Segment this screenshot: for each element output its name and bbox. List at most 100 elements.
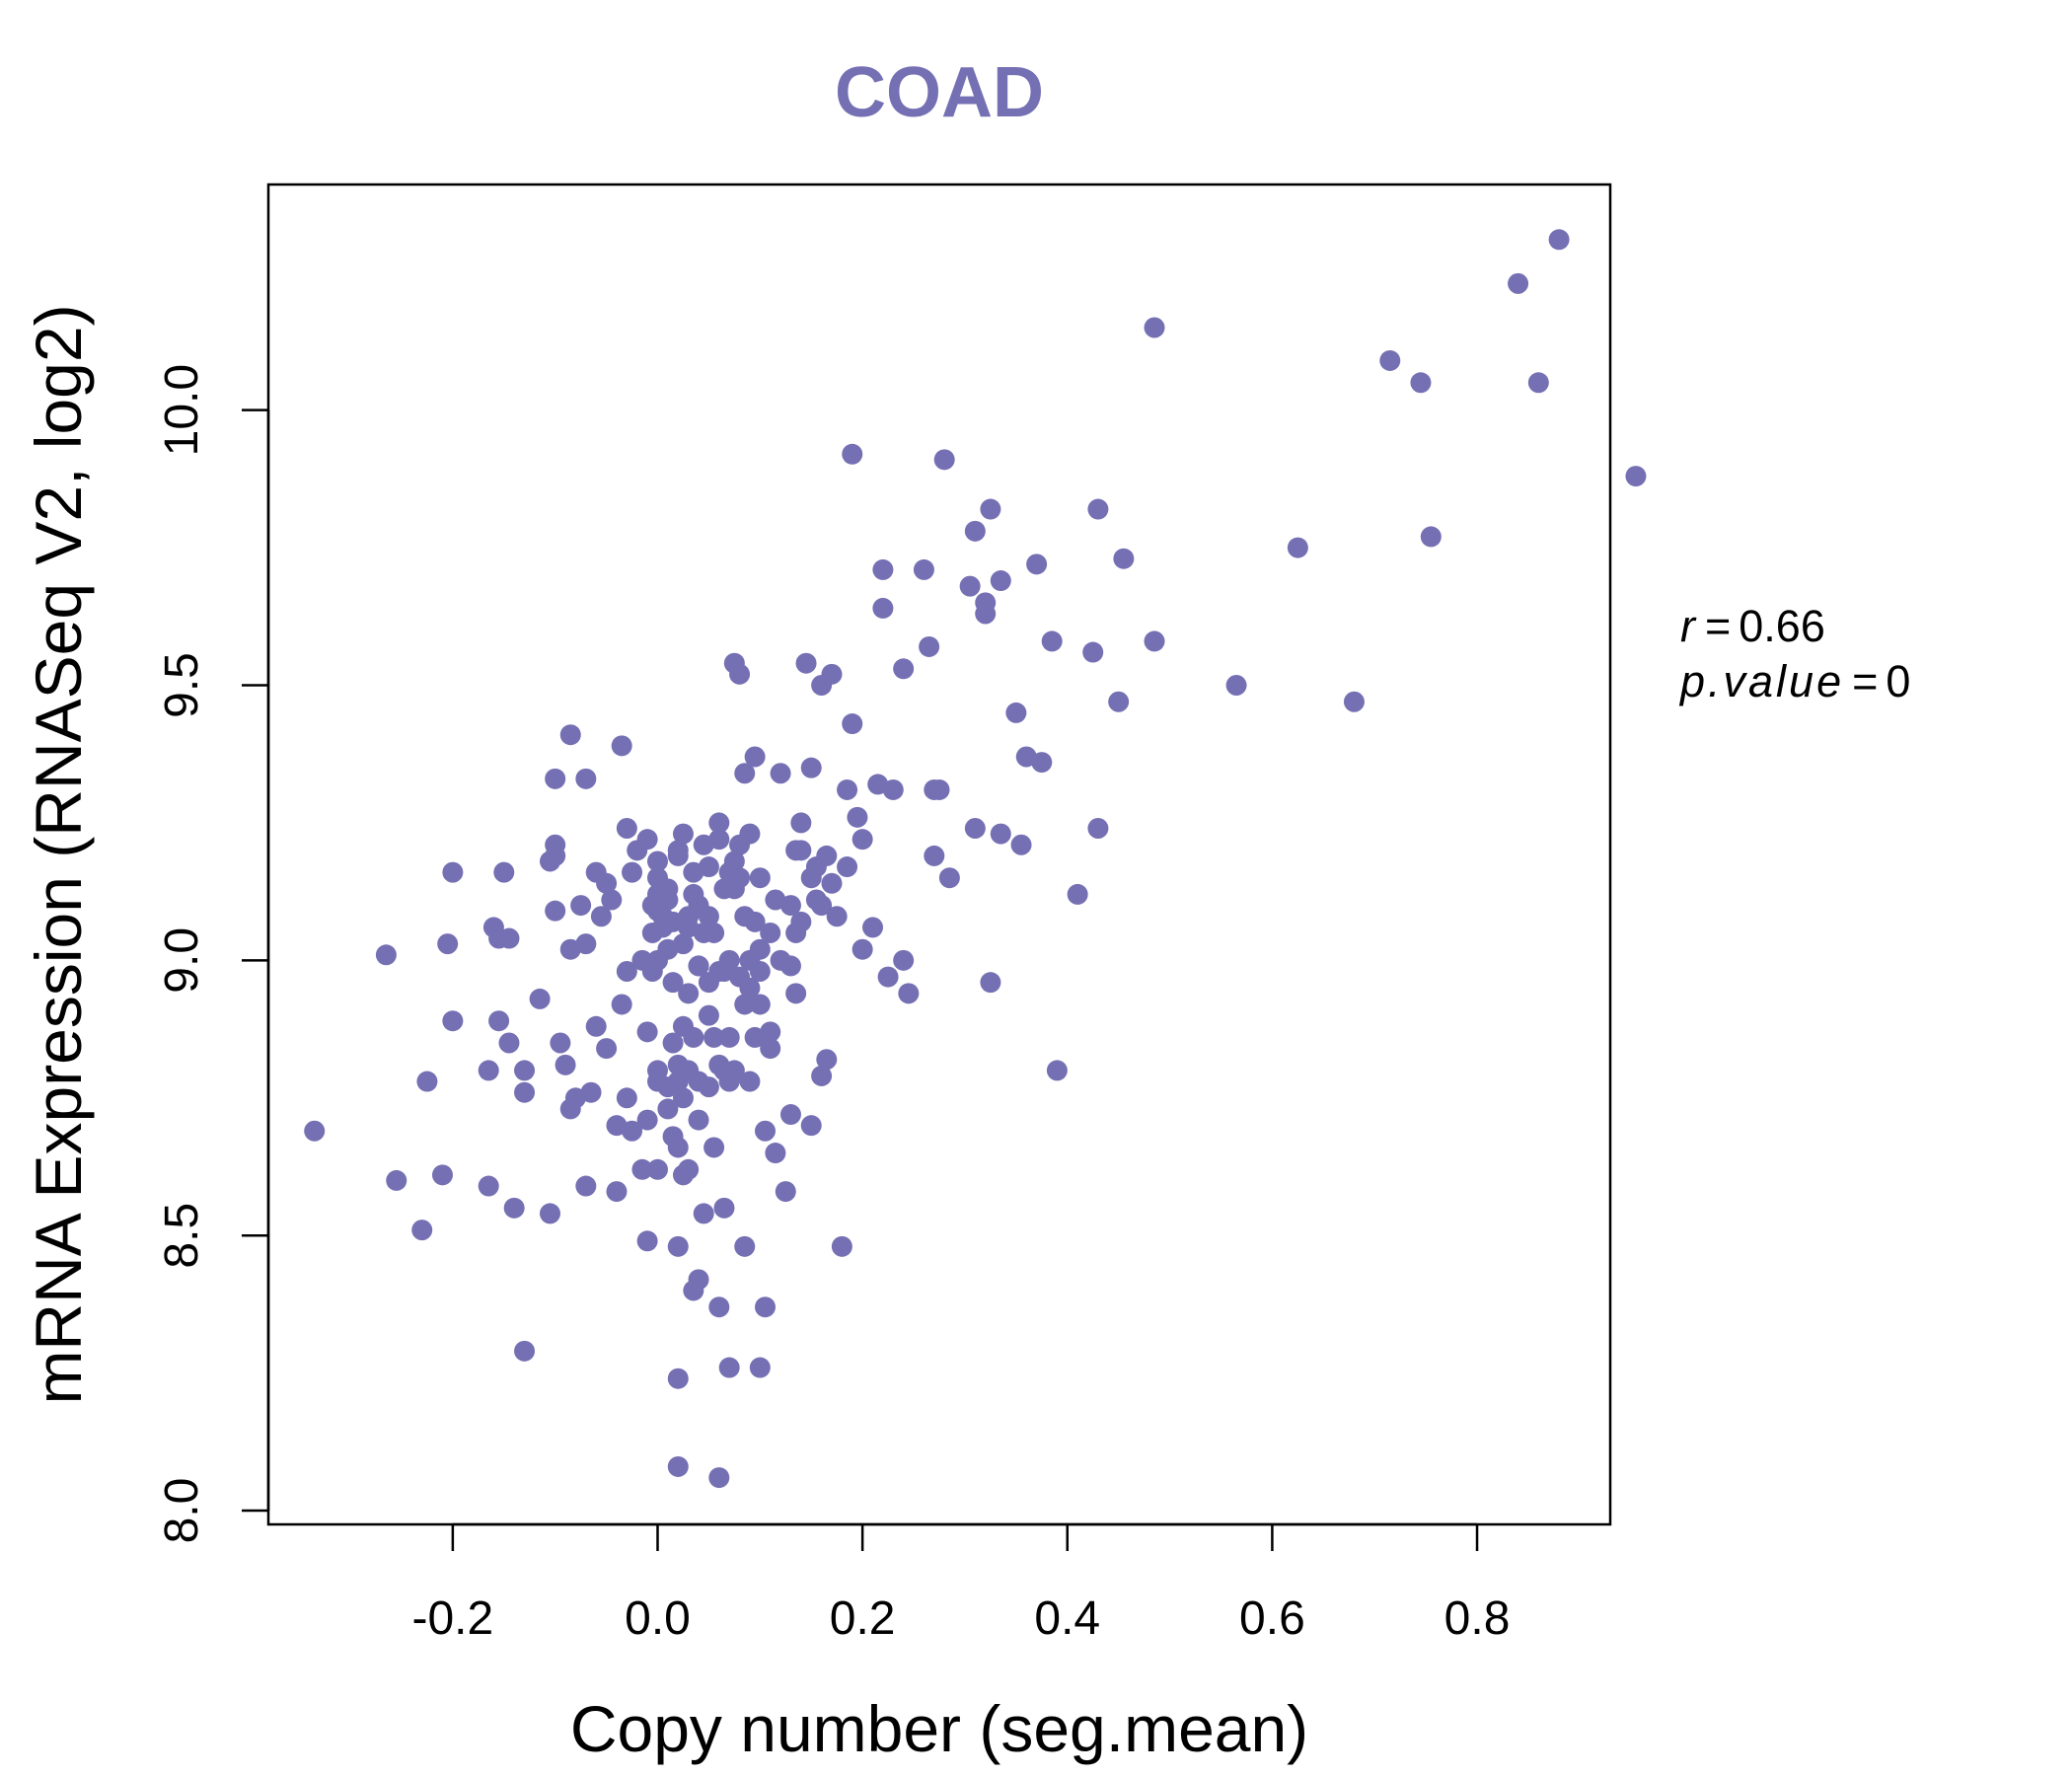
data-point bbox=[851, 938, 873, 960]
data-point bbox=[601, 889, 623, 911]
data-point bbox=[1379, 349, 1401, 371]
data-point bbox=[816, 845, 838, 866]
data-point bbox=[575, 933, 597, 955]
data-point bbox=[928, 778, 950, 800]
data-point bbox=[662, 972, 684, 994]
data-point bbox=[498, 1032, 520, 1054]
data-point bbox=[559, 724, 581, 746]
data-point bbox=[708, 1467, 730, 1489]
data-point bbox=[826, 906, 848, 927]
data-point bbox=[816, 1049, 838, 1071]
data-point bbox=[636, 1230, 658, 1252]
data-point bbox=[708, 1296, 730, 1318]
data-point bbox=[775, 1181, 796, 1203]
data-point bbox=[975, 603, 997, 625]
data-point bbox=[744, 911, 766, 932]
p-symbol: p.value bbox=[1678, 656, 1844, 706]
data-point bbox=[616, 961, 637, 983]
data-point bbox=[800, 1115, 822, 1137]
data-point bbox=[611, 735, 632, 757]
data-point bbox=[1410, 372, 1432, 394]
x-axis-label: Copy number (seg.mean) bbox=[570, 1692, 1308, 1765]
x-axis: -0.2 0.0 0.2 0.4 0.6 0.8 bbox=[412, 1522, 1511, 1645]
data-point bbox=[1082, 641, 1104, 663]
data-point bbox=[672, 1087, 694, 1109]
data-point bbox=[585, 1015, 607, 1037]
data-point bbox=[478, 1175, 499, 1197]
data-point bbox=[1343, 691, 1365, 712]
data-point bbox=[616, 1087, 637, 1109]
data-point bbox=[1420, 526, 1442, 548]
data-point bbox=[872, 597, 894, 619]
data-point bbox=[411, 1220, 433, 1241]
data-point bbox=[662, 1032, 684, 1054]
data-point bbox=[837, 778, 858, 800]
correlation-stats: r = 0.66 p.value = 0 bbox=[1678, 601, 1910, 706]
data-point bbox=[959, 575, 981, 597]
data-point bbox=[765, 1143, 786, 1164]
data-point bbox=[811, 895, 833, 917]
r-value: 0.66 bbox=[1739, 601, 1825, 651]
data-point bbox=[570, 895, 592, 917]
data-point bbox=[913, 558, 934, 580]
y-tick-label: 9.5 bbox=[156, 652, 208, 718]
data-point bbox=[1087, 818, 1109, 840]
data-point bbox=[980, 498, 1001, 520]
data-point bbox=[1067, 883, 1088, 905]
data-point bbox=[657, 889, 679, 911]
data-point bbox=[698, 1004, 719, 1026]
data-point bbox=[744, 746, 766, 768]
data-point bbox=[442, 861, 464, 883]
data-point bbox=[636, 1021, 658, 1043]
data-point bbox=[611, 994, 632, 1015]
y-axis: 8.0 8.5 9.0 9.5 10.0 bbox=[156, 364, 270, 1543]
data-point bbox=[790, 840, 812, 861]
data-point bbox=[667, 840, 689, 861]
data-point bbox=[760, 1021, 781, 1043]
data-point bbox=[964, 520, 986, 542]
x-tick-label: 0.0 bbox=[625, 1592, 691, 1645]
data-point bbox=[1508, 272, 1529, 294]
data-point bbox=[882, 778, 904, 800]
data-point bbox=[636, 1109, 658, 1131]
data-point bbox=[672, 823, 694, 845]
data-point bbox=[631, 1158, 653, 1180]
data-point bbox=[703, 1137, 725, 1158]
data-point bbox=[616, 818, 637, 840]
data-point bbox=[667, 1368, 689, 1389]
data-point bbox=[779, 895, 801, 917]
data-point bbox=[708, 812, 730, 834]
y-axis-label: mRNA Expression (RNASeq V2, log2) bbox=[22, 304, 95, 1404]
data-point bbox=[596, 1038, 618, 1060]
data-point bbox=[729, 867, 751, 889]
data-point bbox=[734, 1235, 756, 1257]
r-stat: r = 0.66 bbox=[1680, 601, 1825, 651]
x-tick-label: 0.8 bbox=[1444, 1592, 1511, 1645]
data-point bbox=[545, 768, 566, 789]
data-point bbox=[755, 1296, 777, 1318]
data-point bbox=[749, 1357, 771, 1378]
data-point bbox=[898, 983, 920, 1004]
data-point bbox=[1548, 229, 1570, 251]
data-point bbox=[657, 1098, 679, 1120]
data-point bbox=[667, 1455, 689, 1477]
data-point bbox=[734, 994, 756, 1015]
data-point bbox=[734, 763, 756, 784]
data-point bbox=[851, 829, 873, 851]
data-point bbox=[498, 927, 520, 949]
data-point bbox=[636, 829, 658, 851]
p-stat: p.value = 0 bbox=[1678, 656, 1910, 706]
data-point bbox=[596, 872, 618, 894]
data-point bbox=[800, 757, 822, 778]
data-point bbox=[739, 823, 761, 845]
x-tick-label: 0.2 bbox=[830, 1592, 896, 1645]
data-point bbox=[693, 1203, 714, 1224]
data-point bbox=[478, 1060, 499, 1081]
data-point bbox=[703, 922, 725, 943]
data-point bbox=[590, 906, 612, 927]
data-point bbox=[739, 1071, 761, 1092]
data-point bbox=[514, 1081, 536, 1103]
data-point bbox=[678, 1158, 700, 1180]
data-point bbox=[770, 763, 791, 784]
